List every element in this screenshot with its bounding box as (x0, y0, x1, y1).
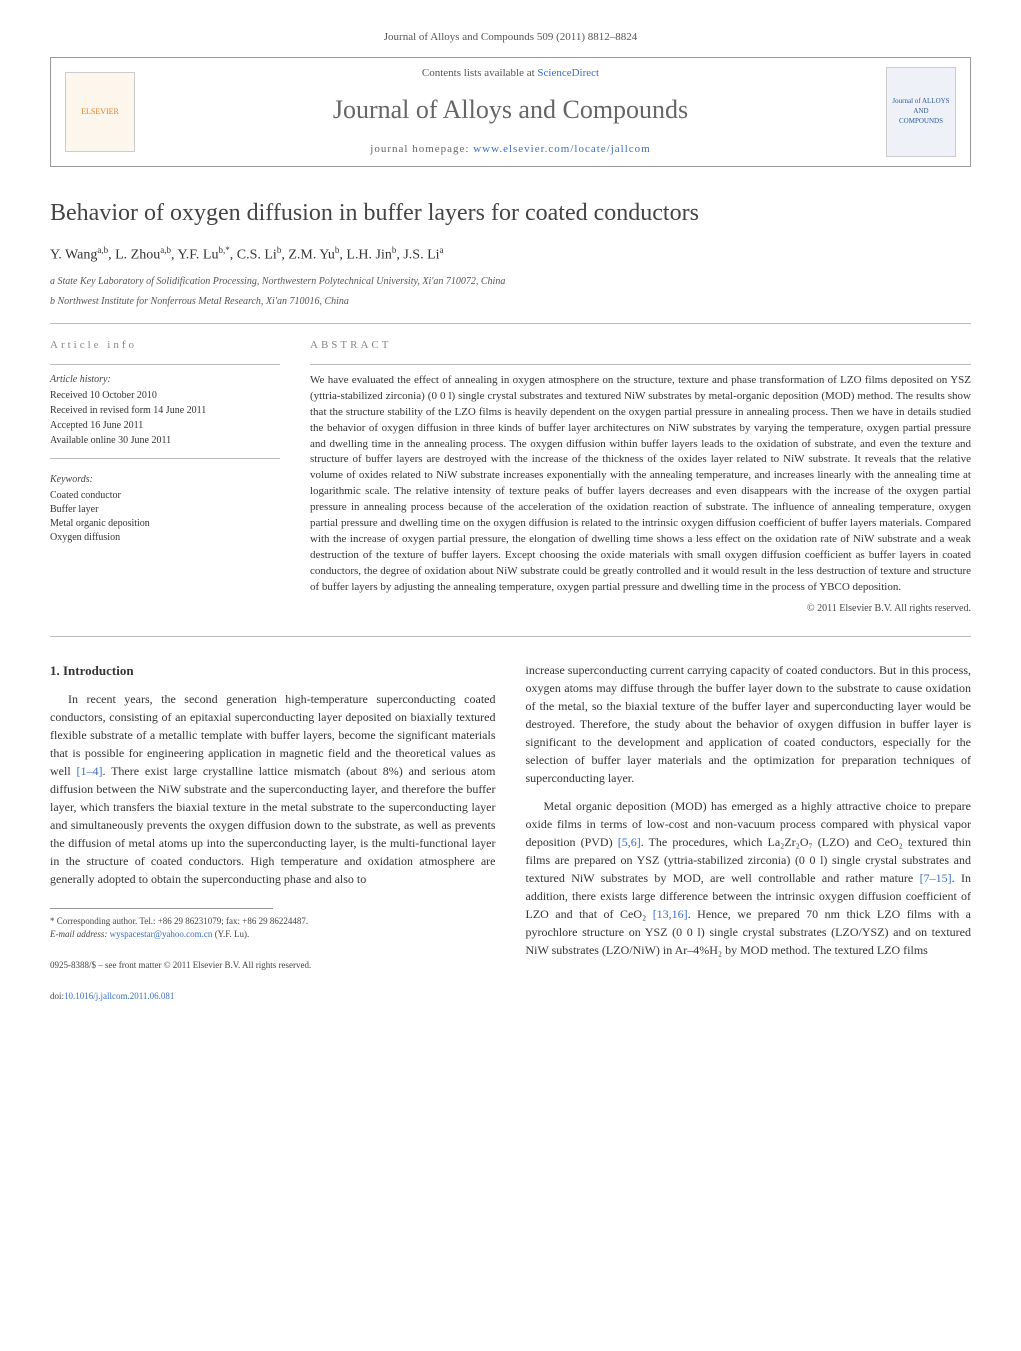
article-info-column: ARTICLE INFO Article history: Received 1… (50, 338, 280, 616)
corresponding-footnote: * Corresponding author. Tel.: +86 29 862… (50, 915, 496, 928)
history-item: Available online 30 June 2011 (50, 434, 280, 448)
info-abstract-row: ARTICLE INFO Article history: Received 1… (50, 338, 971, 616)
email-label: E-mail address: (50, 929, 110, 939)
authors-line: Y. Wanga,b, L. Zhoua,b, Y.F. Lub,*, C.S.… (50, 244, 971, 265)
abstract-copyright: © 2011 Elsevier B.V. All rights reserved… (310, 602, 971, 616)
keyword-item: Oxygen diffusion (50, 531, 280, 545)
email-footnote: E-mail address: wyspacestar@yahoo.com.cn… (50, 928, 496, 941)
abstract-column: ABSTRACT We have evaluated the effect of… (310, 338, 971, 616)
affiliation-a: a State Key Laboratory of Solidification… (50, 275, 971, 289)
article-title: Behavior of oxygen diffusion in buffer l… (50, 197, 971, 231)
keywords-label: Keywords: (50, 473, 280, 487)
history-item: Received 10 October 2010 (50, 389, 280, 403)
keyword-item: Buffer layer (50, 503, 280, 517)
intro-heading: 1. Introduction (50, 661, 496, 681)
elsevier-logo: ELSEVIER (65, 72, 135, 152)
body-right-column: increase superconducting current carryin… (526, 661, 972, 1004)
homepage-line: journal homepage: www.elsevier.com/locat… (135, 142, 886, 157)
contents-line: Contents lists available at ScienceDirec… (135, 66, 886, 81)
keyword-item: Metal organic deposition (50, 517, 280, 531)
email-link[interactable]: wyspacestar@yahoo.com.cn (110, 929, 213, 939)
sciencedirect-link[interactable]: ScienceDirect (537, 67, 599, 79)
abstract-heading: ABSTRACT (310, 338, 971, 353)
front-matter-line: 0925-8388/$ – see front matter © 2011 El… (50, 959, 496, 973)
keyword-item: Coated conductor (50, 489, 280, 503)
contents-prefix: Contents lists available at (422, 67, 537, 79)
divider (50, 636, 971, 637)
body-paragraph: In recent years, the second generation h… (50, 690, 496, 888)
body-columns: 1. Introduction In recent years, the sec… (50, 661, 971, 1004)
divider (50, 458, 280, 459)
journal-header-box: ELSEVIER Contents lists available at Sci… (50, 57, 971, 166)
article-info-heading: ARTICLE INFO (50, 338, 280, 353)
citation-header: Journal of Alloys and Compounds 509 (201… (50, 30, 971, 45)
abstract-text: We have evaluated the effect of annealin… (310, 373, 971, 596)
divider (50, 364, 280, 365)
affiliation-b: b Northwest Institute for Nonferrous Met… (50, 295, 971, 309)
divider (50, 323, 971, 324)
email-suffix: (Y.F. Lu). (212, 929, 249, 939)
journal-cover-thumb: Journal of ALLOYS AND COMPOUNDS (886, 67, 956, 157)
journal-name: Journal of Alloys and Compounds (135, 92, 886, 128)
history-item: Accepted 16 June 2011 (50, 419, 280, 433)
doi-prefix: doi: (50, 991, 64, 1001)
history-item: Received in revised form 14 June 2011 (50, 404, 280, 418)
doi-line: doi:10.1016/j.jallcom.2011.06.081 (50, 990, 496, 1004)
homepage-link[interactable]: www.elsevier.com/locate/jallcom (473, 143, 651, 155)
history-label: Article history: (50, 373, 280, 387)
divider (310, 364, 971, 365)
homepage-prefix: journal homepage: (370, 143, 473, 155)
doi-link[interactable]: 10.1016/j.jallcom.2011.06.081 (64, 991, 174, 1001)
journal-center: Contents lists available at ScienceDirec… (135, 66, 886, 157)
footnote-separator (50, 908, 273, 909)
body-paragraph: Metal organic deposition (MOD) has emerg… (526, 797, 972, 959)
body-left-column: 1. Introduction In recent years, the sec… (50, 661, 496, 1004)
body-paragraph: increase superconducting current carryin… (526, 661, 972, 787)
